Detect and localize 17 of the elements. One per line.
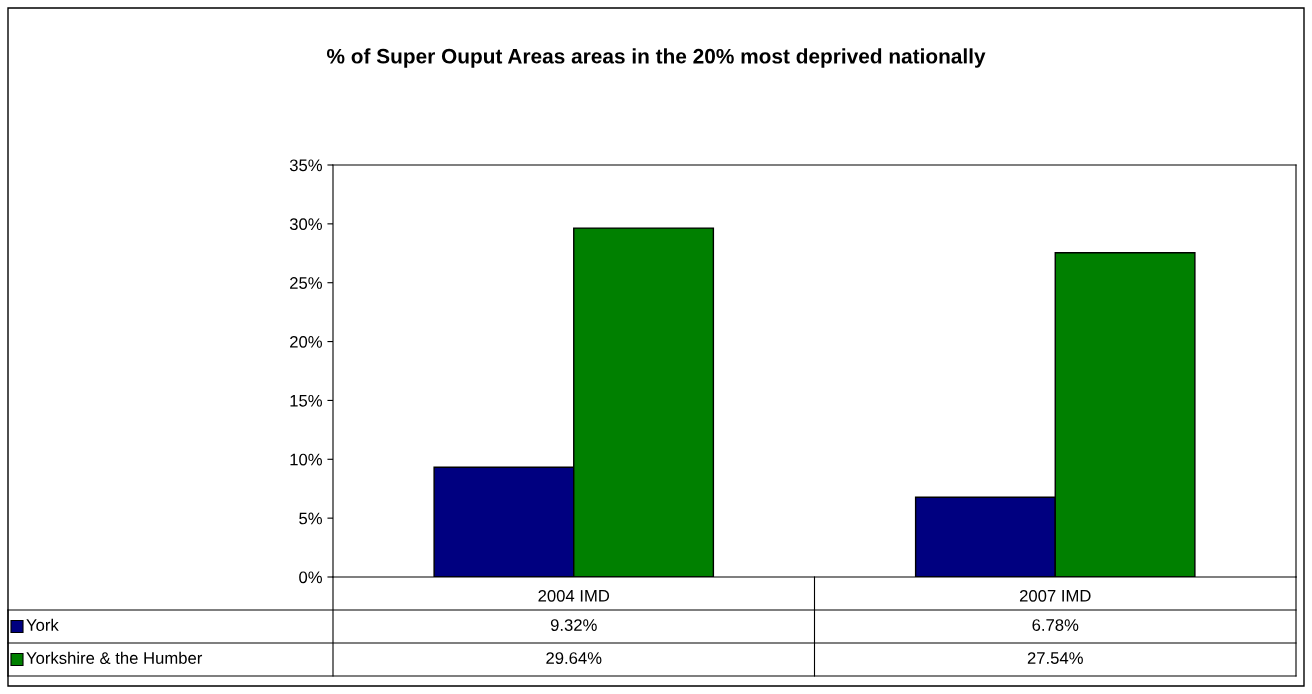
y-tick-label: 5% [299,512,322,525]
x-tick-label: 2004 IMD [538,589,610,602]
data-label: 9.32% [550,619,597,631]
y-tick-label: 15% [290,394,322,407]
data-label: 6.78% [1032,619,1079,631]
y-tick-label: 0% [299,571,322,584]
y-tick-label: 35% [289,159,322,172]
data-label: 27.54% [1027,652,1083,664]
data-label: 29.64% [546,652,602,664]
y-tick-label: 25% [290,277,322,289]
y-tick-label: 10% [290,453,322,466]
legend-label: Yorkshire & the Humber [26,651,203,664]
x-tick-label: 2007 IMD [1019,589,1091,602]
y-tick-label: 20% [290,335,322,348]
chart-title: % of Super Ouput Areas areas in the 20% most deprived nationally [326,48,986,68]
legend-label: York [26,618,59,631]
y-tick-label: 30% [289,218,322,231]
